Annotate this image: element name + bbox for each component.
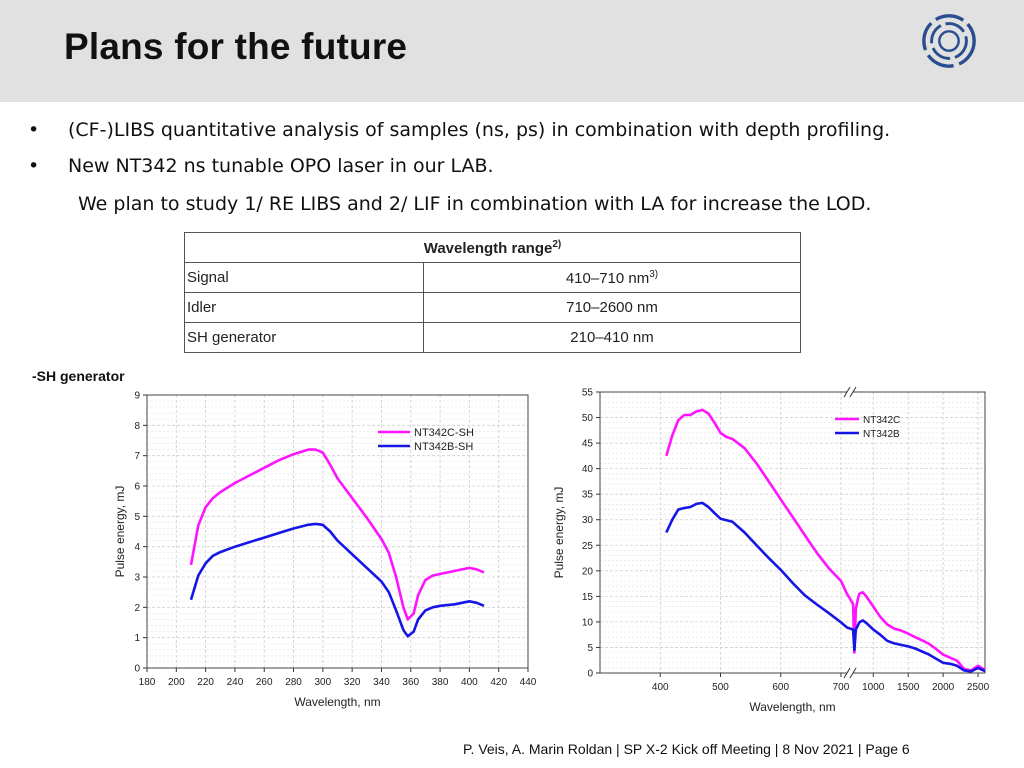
y-tick-label: 30	[582, 515, 594, 526]
bullet-marker: •	[28, 155, 40, 177]
table-cell-value: 210–410 nm	[423, 322, 801, 353]
table-header-row: Wavelength range2)	[184, 232, 801, 263]
axis-break-mark	[843, 386, 851, 398]
table-cell-value: 710–2600 nm	[423, 292, 801, 323]
axis-break-gap	[847, 386, 853, 398]
table-cell-label: Idler	[184, 292, 424, 323]
y-tick-label: 5	[134, 512, 140, 523]
x-tick-label: 380	[432, 677, 449, 688]
axis-break-gap	[847, 667, 853, 679]
x-tick-label: 260	[256, 677, 273, 688]
series-line	[189, 448, 485, 621]
table-header: Wavelength range2)	[184, 232, 801, 263]
x-tick-label: 420	[490, 677, 507, 688]
plot-frame	[599, 391, 986, 674]
y-tick-label: 0	[134, 664, 140, 675]
table-row: SH generator 210–410 nm	[184, 322, 801, 353]
x-tick-label: 320	[344, 677, 361, 688]
footer-text: P. Veis, A. Marin Roldan | SP X-2 Kick o…	[463, 741, 910, 757]
y-tick-label: 8	[134, 421, 140, 432]
wavelength-table: Wavelength range2) Signal 410–710 nm3) I…	[184, 232, 801, 353]
table-cell-label: Signal	[184, 262, 424, 293]
x-tick-label: 440	[520, 677, 537, 688]
axis-break-mark	[843, 667, 851, 679]
y-tick-label: 45	[582, 439, 594, 450]
x-tick-label: 2000	[932, 682, 955, 693]
table-value-sup: 3)	[649, 268, 659, 280]
table-value-text: 410–710 nm	[565, 269, 650, 287]
y-tick-label: 50	[582, 413, 594, 424]
x-tick-label: 240	[227, 677, 244, 688]
y-tick-label: 5	[587, 643, 593, 654]
y-tick-label: 9	[134, 391, 140, 402]
table-cell-value: 410–710 nm3)	[423, 262, 801, 293]
plot-frame	[146, 394, 529, 669]
x-tick-label: 2500	[967, 682, 990, 693]
x-tick-label: 180	[139, 677, 156, 688]
x-tick-label: 1000	[862, 682, 885, 693]
axis-break-mark	[849, 386, 857, 398]
bullet-2: New NT342 ns tunable OPO laser in our LA…	[68, 155, 494, 177]
table-cell-label: SH generator	[184, 322, 424, 353]
y-tick-label: 0	[587, 669, 593, 680]
table-header-sup: 2)	[552, 238, 562, 250]
series-line	[189, 522, 485, 638]
y-tick-label: 20	[582, 566, 594, 577]
x-tick-label: 300	[315, 677, 332, 688]
table-header-label: Wavelength range	[423, 239, 553, 257]
bullet-1: (CF-)LIBS quantitative analysis of sampl…	[68, 119, 891, 141]
sub-text: We plan to study 1/ RE LIBS and 2/ LIF i…	[78, 193, 872, 215]
x-tick-label: 200	[168, 677, 185, 688]
legend-label: NT342B	[863, 429, 900, 440]
x-tick-label: 700	[833, 682, 850, 693]
y-tick-label: 6	[134, 482, 140, 493]
slide-header	[0, 0, 1024, 102]
x-tick-label: 600	[772, 682, 789, 693]
y-tick-label: 3	[134, 573, 140, 584]
x-tick-label: 400	[652, 682, 669, 693]
y-tick-label: 10	[582, 617, 594, 628]
table-row: Idler 710–2600 nm	[184, 292, 801, 323]
x-tick-label: 220	[197, 677, 214, 688]
legend-label: NT342B-SH	[414, 441, 473, 453]
legend-label: NT342C-SH	[414, 427, 474, 439]
y-axis-label: Pulse energy, mJ	[552, 487, 566, 579]
axis-break-mark	[849, 667, 857, 679]
x-axis-label: Wavelength, nm	[749, 700, 835, 714]
table-row: Signal 410–710 nm3)	[184, 262, 801, 293]
y-tick-label: 35	[582, 490, 594, 501]
x-tick-label: 340	[373, 677, 390, 688]
logo-icon	[922, 14, 976, 68]
series-line	[665, 408, 986, 672]
y-tick-label: 15	[582, 592, 594, 603]
x-tick-label: 1500	[897, 682, 920, 693]
y-tick-label: 55	[582, 388, 594, 399]
legend-label: NT342C	[863, 415, 900, 426]
series-line	[665, 501, 986, 673]
y-tick-label: 25	[582, 541, 594, 552]
y-tick-label: 4	[134, 542, 140, 553]
x-tick-label: 280	[285, 677, 302, 688]
y-tick-label: 7	[134, 451, 140, 462]
sh-generator-chart: 0 1 2 3 4 5 6 7 8 9 180 200 220 240 260 280 300 320 340 360…	[113, 391, 537, 710]
x-tick-label: 500	[712, 682, 729, 693]
signal-idler-chart: 0 5 10 15 20 25 30 35 40 45 50 55 400 500 600 700 1000 15…	[552, 386, 990, 714]
y-tick-label: 2	[134, 603, 140, 614]
y-axis-label: Pulse energy, mJ	[113, 486, 127, 578]
sh-generator-label: -SH generator	[32, 368, 125, 384]
y-tick-label: 1	[134, 633, 140, 644]
bullet-marker: •	[28, 119, 40, 141]
x-tick-label: 360	[402, 677, 419, 688]
y-tick-label: 40	[582, 464, 594, 475]
x-axis-label: Wavelength, nm	[294, 695, 380, 709]
x-tick-label: 400	[461, 677, 478, 688]
slide-title: Plans for the future	[64, 26, 408, 67]
